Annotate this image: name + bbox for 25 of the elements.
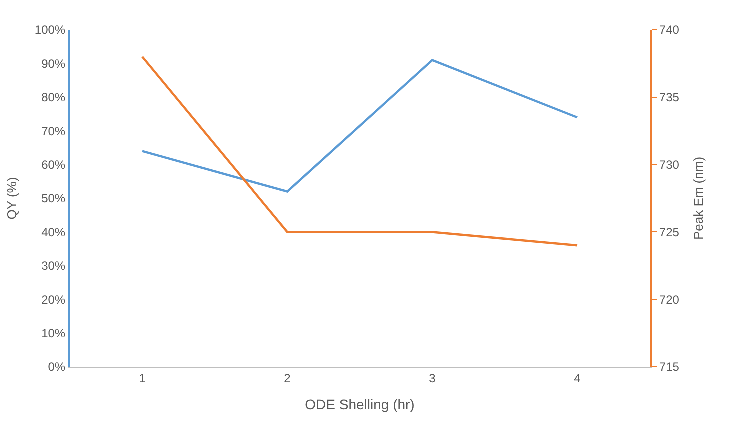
- y-tick-label: 50%: [42, 192, 66, 206]
- x-tick-label: 3: [429, 371, 436, 386]
- x-tick-label: 4: [574, 371, 582, 386]
- y-axis-title: QY (%): [4, 177, 20, 220]
- line-series: [141, 59, 579, 193]
- y-tick-label: 0%: [48, 360, 66, 374]
- y2-tick-label: 720: [659, 292, 680, 307]
- y-tick-label: 10%: [42, 326, 66, 340]
- y-tick-label: 90%: [42, 56, 66, 71]
- x-tick-label: 2: [284, 371, 292, 386]
- y2-axis-title: Peak Em (nm): [690, 156, 706, 240]
- y2-tick-label: 715: [659, 360, 680, 374]
- y2-tick-label: 730: [659, 158, 680, 172]
- y-tick-label: 80%: [42, 90, 66, 105]
- y-tick-label: 60%: [42, 158, 66, 172]
- y-tick-label: 100%: [34, 23, 66, 38]
- x-axis-title: ODE Shelling (hr): [305, 396, 415, 413]
- x-tick-label: 1: [139, 371, 146, 386]
- y-tick-label: 40%: [42, 225, 66, 240]
- y-tick-label: 30%: [42, 259, 66, 274]
- y2-tick-label: 725: [659, 225, 680, 240]
- y2-tick-label: 740: [659, 23, 680, 38]
- y2-tick-label: 735: [659, 90, 680, 105]
- y-tick-label: 20%: [42, 292, 66, 307]
- y-tick-label: 70%: [42, 124, 66, 138]
